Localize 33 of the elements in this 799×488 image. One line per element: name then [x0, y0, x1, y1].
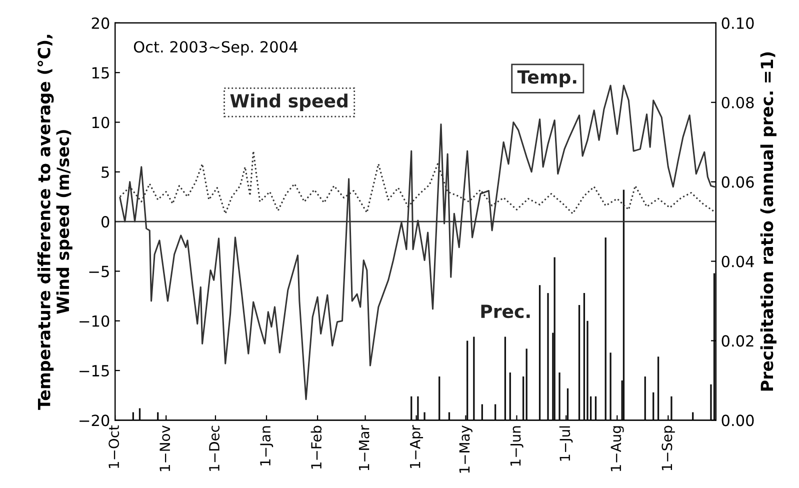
- x-tick-label: 1−Jan: [260, 426, 274, 466]
- y-axis-title: Temperature difference to average (°C), Wind speed (m/sec): [37, 34, 72, 410]
- y-tick-label: 10: [92, 116, 110, 128]
- series-label: Prec.: [481, 304, 530, 318]
- x-tick-label: 1−Oct: [108, 425, 120, 468]
- y2-tick-label: 0.10: [722, 17, 754, 29]
- x-tick-label: 1−Jul: [559, 426, 573, 461]
- series-label: Temp.: [517, 70, 576, 88]
- x-tick-label: 1−May: [459, 425, 472, 473]
- x-tick-label: 1−Jun: [510, 426, 524, 466]
- y-tick-label: 5: [102, 166, 109, 178]
- y-tick-label: 0: [101, 216, 110, 228]
- y-tick-label: 20: [92, 17, 110, 29]
- y-tick-label: −20: [80, 414, 110, 426]
- x-tick-label: 1−Nov: [160, 425, 170, 472]
- x-tick-label: 1−Feb: [310, 426, 322, 469]
- annotation: Oct. 2003∼Sep. 2004: [134, 41, 298, 56]
- y2-tick-label: 0.02: [722, 335, 754, 347]
- y-tick-label: 15: [92, 67, 109, 79]
- x-tick-label: 1−Mar: [358, 425, 370, 470]
- y-tick-label: −5: [89, 266, 109, 278]
- y2-axis-title: Precipitation ratio (annual prec. =1): [760, 52, 776, 391]
- y-tick-label: −10: [80, 315, 110, 327]
- x-tick-label: 1−Aug: [610, 426, 624, 472]
- text: Wind speed: [230, 94, 348, 112]
- y2-tick-label: 0.00: [722, 414, 754, 426]
- y2-tick-label: 0.04: [722, 256, 754, 268]
- y2-tick-label: 0.06: [722, 176, 754, 188]
- x-tick-label: 1−Sep: [662, 426, 675, 470]
- y2-tick-label: 0.08: [722, 96, 754, 108]
- x-tick-label: 1−Apr: [410, 425, 424, 468]
- y-tick-label: −15: [80, 365, 109, 377]
- x-tick-label: 1−Dec: [209, 426, 220, 471]
